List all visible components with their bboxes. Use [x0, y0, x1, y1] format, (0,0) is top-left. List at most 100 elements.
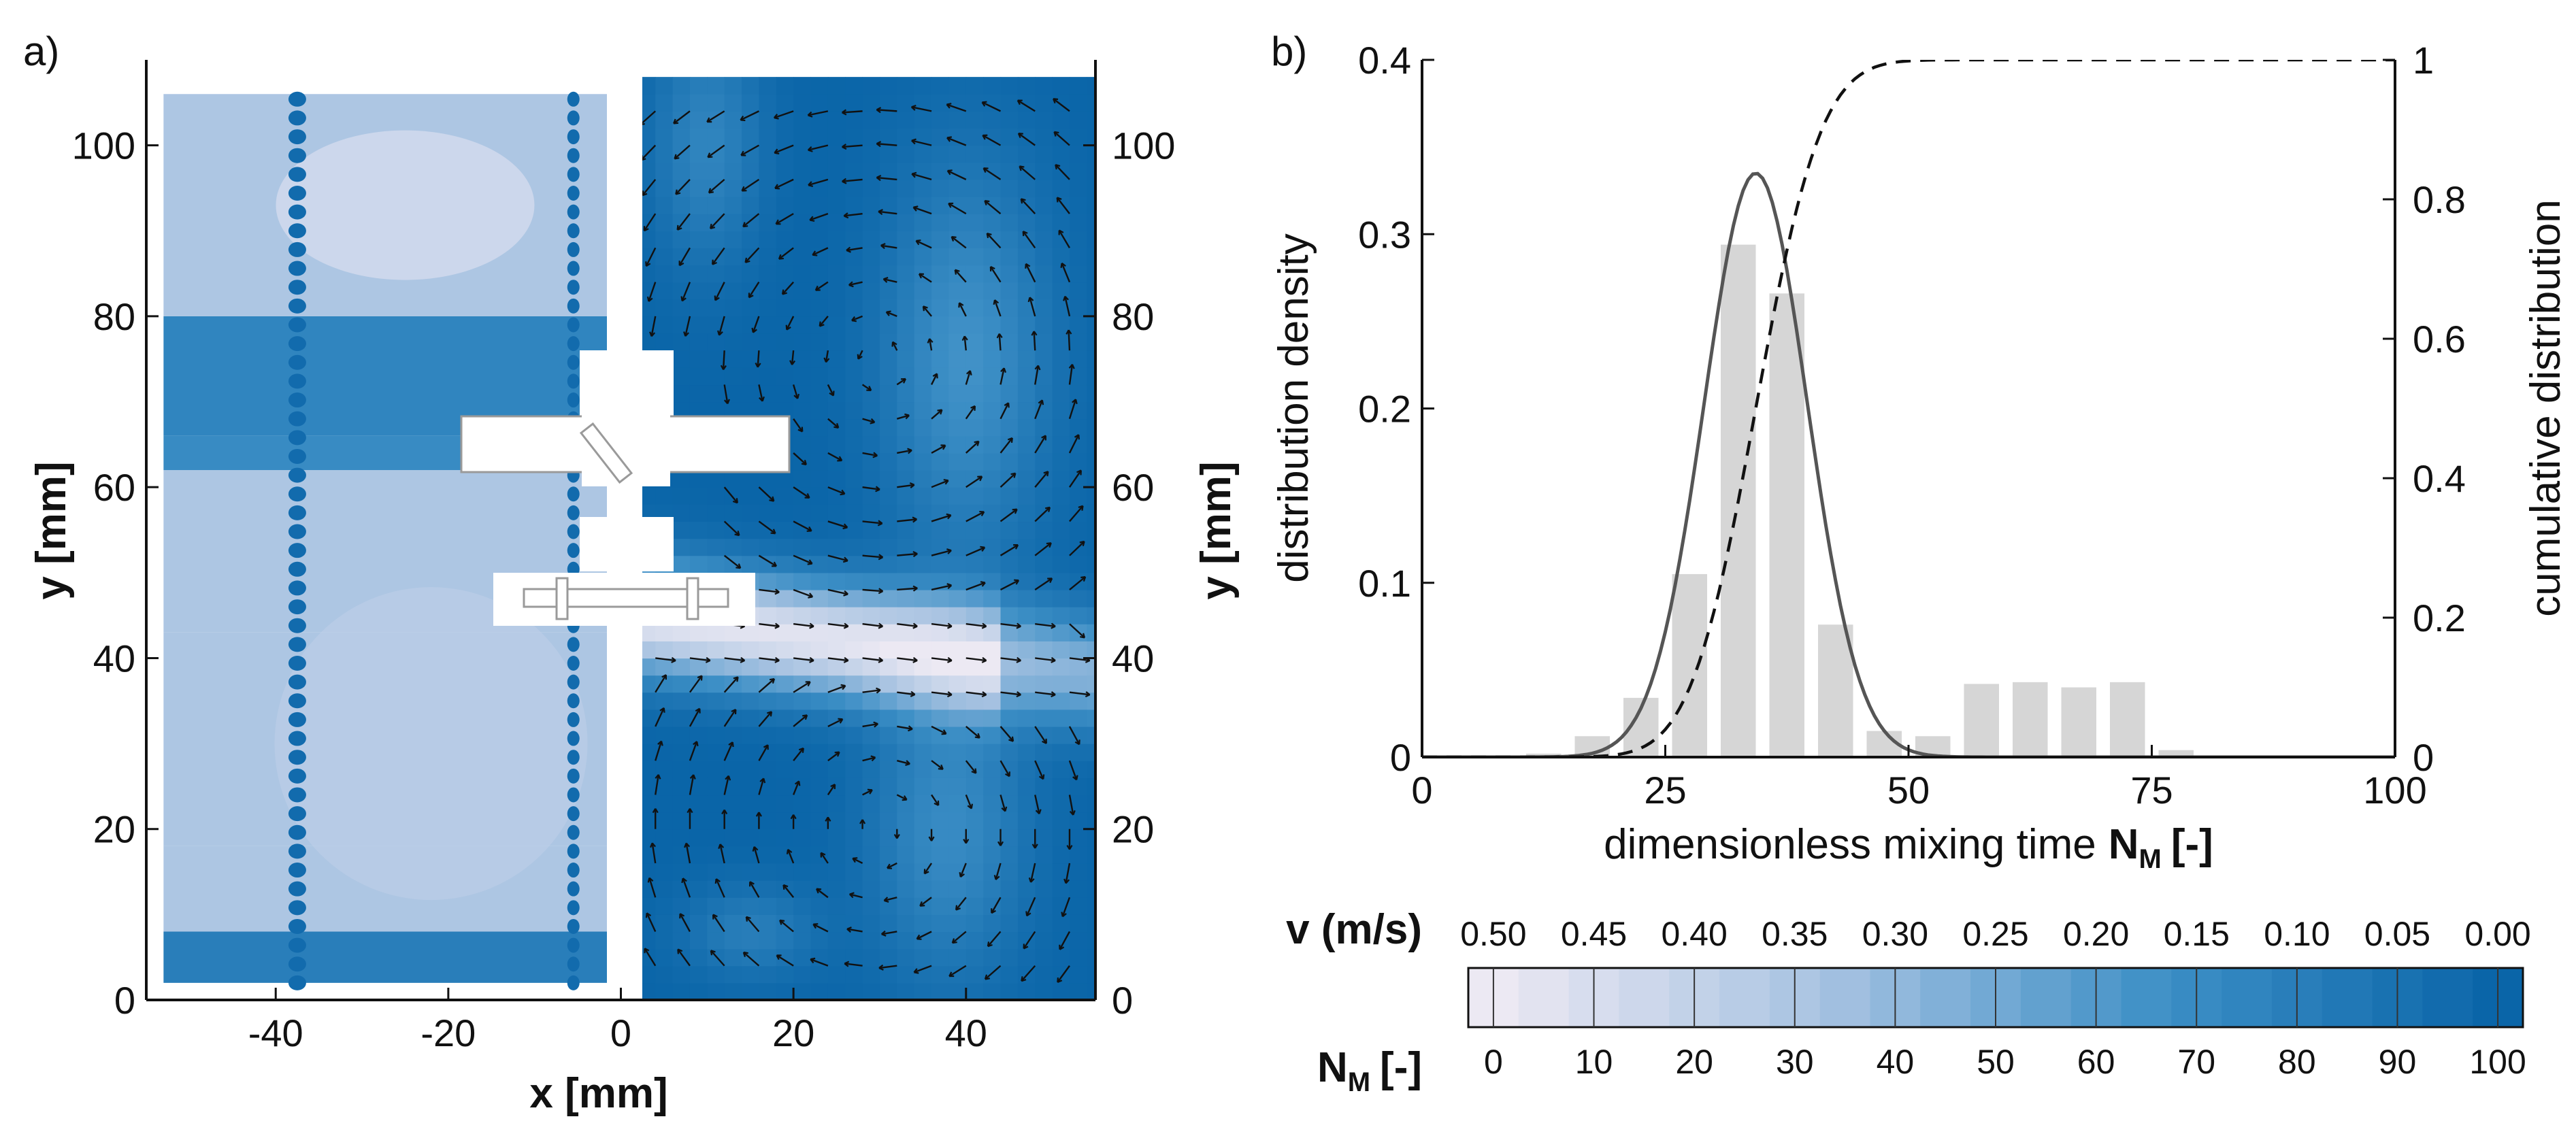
velocity-cell: [914, 795, 932, 813]
velocity-cell: [862, 470, 880, 488]
velocity-cell: [983, 555, 1002, 573]
velocity-arrowhead: [812, 923, 819, 929]
velocity-cell: [810, 692, 829, 710]
colorbar-swatch: [1518, 968, 1570, 1027]
velocity-cell: [707, 538, 725, 556]
velocity-cell: [1000, 914, 1019, 933]
velocity-cell: [759, 162, 777, 180]
velocity-cell: [1000, 641, 1019, 659]
velocity-vector: [984, 200, 1002, 215]
velocity-cell: [965, 658, 984, 676]
velocity-cell: [707, 829, 725, 847]
velocity-cell: [742, 538, 760, 556]
velocity-cell: [810, 487, 829, 505]
velocity-cell: [879, 521, 897, 539]
velocity-cell: [776, 265, 794, 283]
velocity-cell: [655, 948, 674, 967]
velocity-vector: [844, 212, 863, 217]
velocity-cell: [655, 658, 674, 676]
probe-marker-lines: [288, 91, 580, 990]
velocity-cell: [742, 162, 760, 180]
velocity-cell: [914, 487, 932, 505]
velocity-cell: [879, 607, 897, 624]
velocity-cell: [827, 316, 846, 334]
velocity-cell: [1087, 367, 1095, 386]
velocity-cell: [810, 231, 829, 248]
velocity-cell: [897, 948, 915, 967]
velocity-cell: [1087, 333, 1095, 351]
velocity-cell: [965, 418, 984, 437]
velocity-cell: [793, 77, 812, 95]
velocity-cell: [862, 948, 880, 967]
velocity-cell: [1035, 350, 1053, 368]
velocity-vector: [1000, 726, 1014, 742]
panel-a-y-tick-label: 80: [93, 295, 135, 338]
velocity-cell: [672, 982, 691, 1000]
velocity-arrowhead: [912, 551, 918, 558]
velocity-cell: [965, 675, 984, 693]
velocity-arrowhead: [885, 310, 891, 316]
velocity-cell: [965, 94, 984, 112]
panel-a-y-tick-label: 100: [72, 124, 135, 167]
velocity-cell: [1035, 880, 1053, 898]
colorbar-swatch: [2020, 968, 2072, 1027]
velocity-cell: [965, 162, 984, 180]
velocity-cell: [914, 384, 932, 403]
velocity-cell: [1069, 128, 1087, 146]
velocity-arrowhead: [880, 930, 887, 937]
velocity-arrowhead: [725, 775, 731, 781]
velocity-cell: [897, 487, 915, 505]
velocity-cell: [1000, 658, 1019, 676]
velocity-cell: [810, 128, 829, 146]
velocity-cell: [1087, 863, 1095, 881]
velocity-arrowhead: [941, 729, 947, 735]
velocity-vector: [648, 282, 657, 302]
velocity-vector: [989, 266, 1002, 283]
velocity-cell: [845, 214, 863, 231]
velocity-cell: [759, 350, 777, 368]
velocity-arrowhead: [1080, 575, 1087, 582]
velocity-cell: [742, 487, 760, 505]
velocity-cell: [914, 726, 932, 744]
velocity-cell: [810, 333, 829, 351]
velocity-cell: [759, 572, 777, 590]
velocity-cell: [879, 470, 897, 488]
velocity-cell: [689, 982, 708, 1000]
velocity-cell: [689, 931, 708, 950]
velocity-cell: [689, 795, 708, 813]
velocity-cell: [724, 761, 742, 778]
velocity-cell: [897, 641, 915, 659]
colorbar-velocity-ticks: 0.50 0.45 0.40 0.35 0.30 0.25 0.20 0.15 0.10 0.05…: [1460, 915, 2531, 953]
velocity-arrowhead: [967, 803, 974, 809]
velocity-arrowhead: [912, 622, 918, 629]
velocity-vector: [759, 657, 780, 662]
velocity-arrowhead: [857, 354, 863, 360]
velocity-cell: [689, 282, 708, 300]
velocity-vector: [745, 916, 760, 933]
velocity-cell: [707, 487, 725, 505]
velocity-arrowhead: [674, 154, 680, 160]
velocity-cell: [931, 299, 950, 317]
velocity-cell: [672, 77, 691, 95]
velocity-cell: [879, 248, 897, 266]
velocity-arrowhead: [1013, 544, 1019, 550]
velocity-vector: [1000, 623, 1021, 627]
probe-marker-dot: [567, 655, 580, 671]
velocity-cell: [1069, 965, 1087, 984]
velocity-cell: [742, 982, 760, 1000]
probe-marker-dot: [567, 223, 580, 239]
velocity-arrowhead: [786, 848, 793, 854]
probe-marker-dot: [288, 937, 306, 953]
velocity-vector: [827, 554, 848, 562]
velocity-arrowhead: [980, 546, 986, 552]
velocity-cell: [879, 914, 897, 933]
velocity-vector: [793, 714, 808, 727]
probe-marker-dot: [567, 712, 580, 727]
velocity-cell: [724, 248, 742, 266]
velocity-cell: [759, 948, 777, 967]
velocity-vector: [740, 110, 759, 121]
velocity-cell: [845, 401, 863, 420]
probe-marker-dot: [288, 167, 306, 182]
velocity-vector: [862, 554, 883, 558]
colorbar-mixing-time-tick-label: 80: [2278, 1043, 2316, 1081]
